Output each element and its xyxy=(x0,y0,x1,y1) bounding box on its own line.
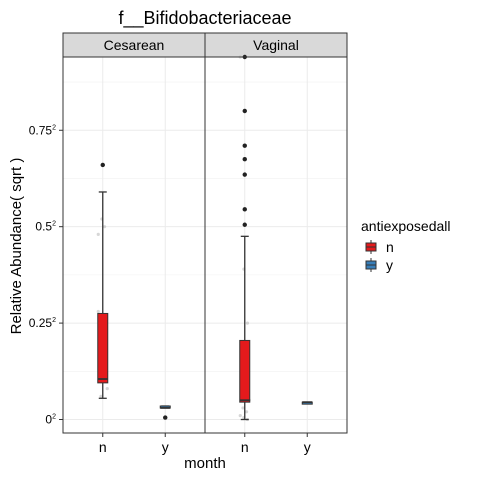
legend-entry-y: y xyxy=(365,257,393,273)
panel-background xyxy=(63,57,205,433)
strip-label-vaginal: Vaginal xyxy=(253,37,299,53)
panels-group: Cesarean Vaginal xyxy=(62,32,348,434)
y-tick-exponent: 2 xyxy=(52,414,56,421)
legend: antiexposedall ny xyxy=(361,218,451,273)
outlier-point xyxy=(242,143,247,148)
x-tick-label: y xyxy=(304,439,311,455)
panel-vaginal: Vaginal xyxy=(204,32,348,434)
jitter-point xyxy=(245,321,250,325)
x-tick-label: n xyxy=(241,439,249,455)
box xyxy=(97,312,109,384)
jitter-point xyxy=(244,410,249,414)
outlier-point xyxy=(242,222,247,227)
y-tick-base: 0.25 xyxy=(29,316,53,330)
x-tick-label: y xyxy=(162,439,169,455)
panel-border xyxy=(204,56,348,434)
strip-background xyxy=(204,32,348,58)
group-vaginal-y xyxy=(301,401,313,405)
y-tick-base: 0.5 xyxy=(35,220,52,234)
chart-title: f__Bifidobacteriaceae xyxy=(118,8,291,29)
group-cesarean-n xyxy=(96,162,109,399)
outlier-point xyxy=(242,172,247,177)
legend-title: antiexposedall xyxy=(361,218,451,234)
y-axis-title: Relative Abundance( sqrt ) xyxy=(8,158,25,335)
panel-background xyxy=(205,57,347,433)
y-tick-label: 0.252 xyxy=(29,316,56,330)
y-tick-exponent: 2 xyxy=(52,221,56,228)
y-tick-label: 0.52 xyxy=(35,220,56,234)
outlier-point xyxy=(242,108,247,114)
box xyxy=(239,339,251,403)
group-cesarean-y xyxy=(159,405,171,420)
legend-label-y: y xyxy=(386,257,393,273)
outlier-point xyxy=(242,207,247,212)
panel-cesarean: Cesarean xyxy=(62,32,206,434)
y-tick-label: 0.752 xyxy=(29,123,56,137)
x-axis-title: month xyxy=(184,455,226,472)
y-tick-base: 0.75 xyxy=(29,123,53,137)
outlier-point xyxy=(163,415,168,420)
jitter-point xyxy=(99,394,103,398)
strip-label-cesarean: Cesarean xyxy=(104,37,165,53)
legend-label-n: n xyxy=(386,239,394,255)
outlier-point xyxy=(100,162,105,168)
y-tick-exponent: 2 xyxy=(52,317,56,324)
legend-entry-n: n xyxy=(365,239,394,255)
jitter-point xyxy=(102,225,107,229)
jitter-point xyxy=(105,387,109,391)
y-tick-label: 02 xyxy=(45,413,56,427)
jitter-point xyxy=(96,309,100,314)
outlier-point xyxy=(242,156,247,162)
jitter-point xyxy=(96,232,100,236)
jitter-point xyxy=(238,414,242,418)
x-tick-label: n xyxy=(99,439,107,455)
y-tick-exponent: 2 xyxy=(52,124,56,131)
group-vaginal-n xyxy=(238,54,251,422)
y-tick-base: 0 xyxy=(45,413,52,427)
jitter-point xyxy=(241,406,245,410)
